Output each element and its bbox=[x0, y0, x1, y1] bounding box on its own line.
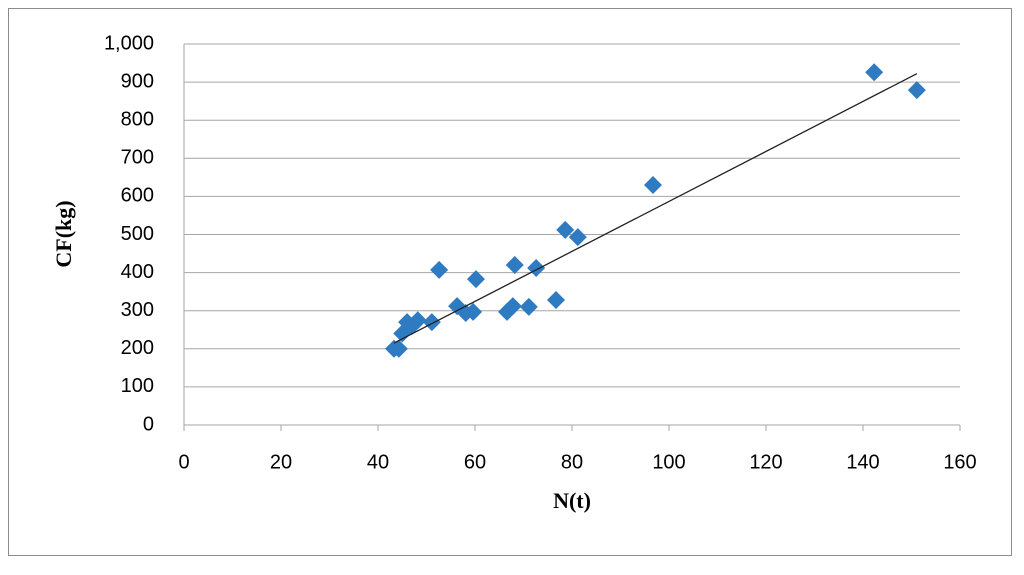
scatter-point bbox=[556, 220, 575, 239]
scatter-point bbox=[519, 297, 538, 316]
scatter-point bbox=[907, 81, 926, 100]
scatter-point bbox=[865, 63, 884, 82]
x-tick-label: 160 bbox=[943, 451, 976, 473]
y-tick-label: 300 bbox=[121, 299, 154, 321]
x-tick-label: 0 bbox=[178, 451, 189, 473]
scatter-point bbox=[466, 270, 485, 289]
scatter-point bbox=[464, 302, 483, 321]
y-axis-title: CF(kg) bbox=[51, 200, 76, 267]
x-tick-label: 20 bbox=[270, 451, 292, 473]
scatter-point bbox=[430, 260, 449, 279]
x-tick-label: 60 bbox=[464, 451, 486, 473]
y-tick-label: 800 bbox=[121, 108, 154, 130]
y-tick-label: 600 bbox=[121, 185, 154, 207]
trendline bbox=[393, 73, 918, 344]
y-tick-label: 100 bbox=[121, 375, 154, 397]
scatter-point bbox=[546, 291, 565, 310]
chart-frame bbox=[8, 8, 1012, 556]
y-tick-label: 700 bbox=[121, 147, 154, 169]
y-tick-label: 400 bbox=[121, 261, 154, 283]
x-tick-label: 100 bbox=[652, 451, 685, 473]
x-tick-label: 40 bbox=[367, 451, 389, 473]
x-tick-label: 120 bbox=[749, 451, 782, 473]
y-tick-label: 1,000 bbox=[104, 32, 154, 54]
scatter-point bbox=[568, 228, 587, 247]
y-tick-label: 0 bbox=[143, 413, 154, 435]
x-axis-title: N(t) bbox=[553, 488, 591, 513]
scatter-point bbox=[643, 175, 662, 194]
x-tick-label: 140 bbox=[846, 451, 879, 473]
y-tick-label: 200 bbox=[121, 337, 154, 359]
y-tick-label: 900 bbox=[121, 70, 154, 92]
scatter-point bbox=[389, 339, 408, 358]
scatter-point bbox=[408, 311, 427, 330]
scatter-point bbox=[503, 297, 522, 316]
x-tick-label: 80 bbox=[561, 451, 583, 473]
scatter-point bbox=[505, 255, 524, 274]
y-tick-label: 500 bbox=[121, 223, 154, 245]
